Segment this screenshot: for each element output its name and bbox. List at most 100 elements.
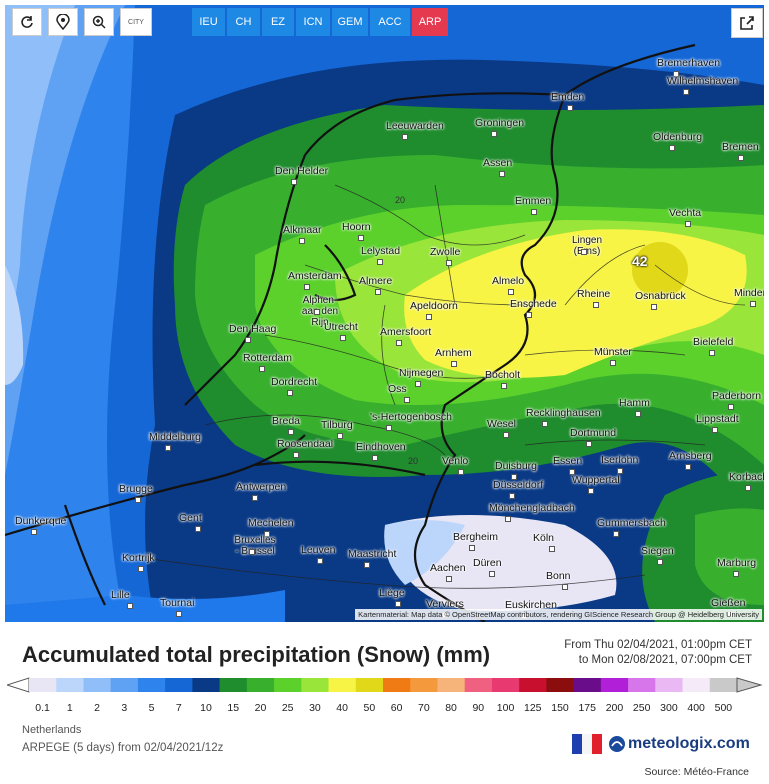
city-marker — [491, 131, 497, 137]
city-marker — [372, 455, 378, 461]
city-label: Eindhoven — [356, 441, 406, 453]
city-marker — [738, 155, 744, 161]
city-label: Lille — [111, 589, 130, 601]
legend-color-swatch — [83, 678, 112, 692]
reload-button[interactable] — [12, 8, 42, 36]
legend-tick-label: 3 — [121, 702, 128, 714]
city-label: Emden — [551, 91, 585, 103]
legend-tick-label: 7 — [175, 702, 182, 714]
legend-color-swatch — [274, 678, 302, 692]
city-marker — [567, 105, 573, 111]
zoom-button[interactable] — [84, 8, 114, 36]
city-label: Iserlohn — [601, 454, 639, 466]
legend-min-arrow — [7, 677, 30, 693]
city-marker — [249, 549, 255, 555]
locate-button[interactable] — [48, 8, 78, 36]
legend-tick-label: 175 — [578, 702, 596, 714]
city-marker — [451, 361, 457, 367]
model-tab-arp[interactable]: ARP — [412, 8, 448, 36]
peak-value-label: 42 — [632, 253, 648, 269]
city-label: Wesel — [487, 418, 516, 430]
city-marker — [299, 238, 305, 244]
chart-title: Accumulated total precipitation (Snow) (… — [22, 642, 491, 667]
city-marker — [288, 429, 294, 435]
legend-color-swatch — [301, 678, 330, 692]
share-button[interactable] — [731, 8, 763, 38]
model-tab-gem[interactable]: GEM — [332, 8, 368, 36]
city-marker — [375, 289, 381, 295]
city-label: Antwerpen — [236, 481, 287, 493]
city-marker — [304, 284, 310, 290]
legend-colorbar — [7, 677, 763, 693]
city-marker — [469, 545, 475, 551]
city-marker — [685, 464, 691, 470]
city-label: Nijmegen — [399, 367, 444, 379]
location-pin-icon — [56, 14, 70, 30]
city-label: Marburg — [717, 557, 757, 569]
model-tab-ch[interactable]: CH — [227, 8, 260, 36]
city-label: Wilhelmshaven — [667, 75, 739, 87]
model-tab-ieu[interactable]: IEU — [192, 8, 225, 36]
city-label: Vechta — [669, 207, 702, 219]
city-marker — [505, 516, 511, 522]
city-marker — [562, 584, 568, 590]
city-label: Den Haag — [229, 323, 277, 335]
legend-tick-label: 20 — [254, 702, 267, 714]
city-marker — [31, 529, 37, 535]
legend-color-swatch — [519, 678, 547, 692]
city-label: Düren — [473, 557, 502, 569]
city-label: Lingen(Ems) — [571, 235, 603, 257]
city-marker — [651, 304, 657, 310]
map-attribution[interactable]: Kartenmaterial: Map data © OpenStreetMap… — [355, 609, 762, 620]
legend-tick-label: 125 — [524, 702, 542, 714]
legend-color-swatch — [219, 678, 248, 692]
city-marker — [581, 249, 587, 255]
city-label: Bielefeld — [693, 336, 734, 348]
legend-color-swatch — [29, 678, 57, 692]
city-marker — [252, 495, 258, 501]
city-marker — [337, 433, 343, 439]
city-marker — [135, 497, 141, 503]
city-label: Rotterdam — [243, 352, 293, 364]
city-label: Wuppertal — [572, 474, 620, 486]
france-flag-icon — [572, 734, 602, 754]
legend-tick-label: 15 — [227, 702, 240, 714]
city-label: Mechelen — [248, 517, 294, 529]
city-toggle-button[interactable]: CITY — [120, 8, 152, 36]
model-tab-acc[interactable]: ACC — [370, 8, 410, 36]
legend-color-swatch — [383, 678, 411, 692]
city-label: Brugge — [119, 483, 153, 495]
city-marker — [291, 179, 297, 185]
legend-tick-label: 500 — [714, 702, 733, 714]
precipitation-map[interactable]: 20 20 42 Bremerhaven Wilhelmshaven Emden Le… — [5, 5, 764, 622]
city-label: Bruxelles - Brussel — [234, 535, 276, 557]
legend-color-swatch — [355, 678, 384, 692]
city-label: Enschede — [510, 298, 557, 310]
city-label: Minden — [734, 287, 764, 299]
city-marker — [593, 302, 599, 308]
period-to: to Mon 02/08/2021, 07:00pm CET — [578, 654, 752, 666]
legend-tick-label: 100 — [496, 702, 515, 714]
city-marker — [499, 171, 505, 177]
city-marker — [745, 485, 751, 491]
city-label: Oss — [388, 383, 407, 395]
legend-tick-label: 50 — [363, 702, 376, 714]
legend-tick-label: 300 — [660, 702, 678, 714]
legend-tick-label: 40 — [336, 702, 348, 714]
city-marker — [673, 71, 679, 77]
reload-icon — [21, 16, 33, 28]
legend-color-swatch — [709, 678, 738, 692]
city-label: Siegen — [641, 545, 674, 557]
city-label: Köln — [533, 532, 555, 544]
legend-tick-label: 30 — [309, 702, 321, 714]
city-label: Hoorn — [342, 221, 371, 233]
city-label: Verviers — [426, 598, 464, 610]
city-label: Alkmaar — [283, 224, 322, 236]
brand-logo[interactable]: meteologix.com — [572, 734, 750, 754]
city-marker — [657, 559, 663, 565]
map-canvas — [5, 5, 764, 622]
model-tab-icn[interactable]: ICN — [296, 8, 330, 36]
model-tab-ez[interactable]: EZ — [262, 8, 294, 36]
city-marker — [314, 309, 320, 315]
legend-tick-label: 90 — [472, 702, 485, 714]
